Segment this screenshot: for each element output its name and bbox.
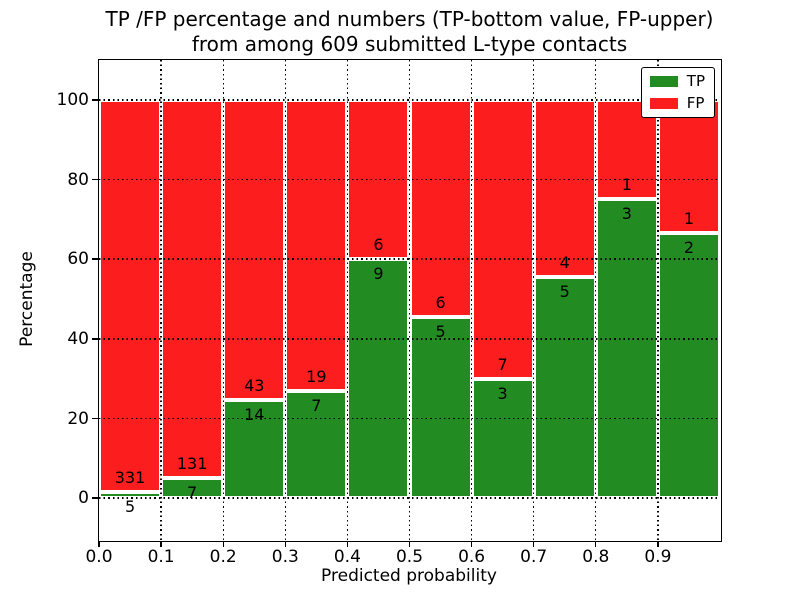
x-tick-label: 0.4 — [333, 547, 361, 567]
x-tick-mark — [98, 541, 100, 547]
y-tick-label: 0 — [78, 488, 89, 509]
bar-segment-fp — [99, 99, 162, 493]
legend-label-tp: TP — [686, 72, 705, 90]
fp-count-label: 1 — [683, 208, 695, 228]
horizontal-gridline — [99, 99, 720, 101]
bar-segment-tp — [161, 477, 224, 499]
bar-segment-fp — [657, 99, 720, 233]
fp-count-label: 331 — [114, 468, 146, 488]
bar-segment-tp — [347, 259, 410, 499]
x-tick-label: 0.8 — [582, 547, 610, 567]
bar-segment-fp — [285, 99, 348, 391]
fp-count-label: 43 — [244, 376, 265, 396]
tp-count-label: 9 — [373, 264, 384, 284]
y-tick-label: 60 — [67, 249, 89, 270]
bar-segment-tp — [285, 390, 348, 499]
y-tick-mark — [92, 178, 98, 181]
y-tick-mark — [92, 497, 98, 499]
vertical-gridline — [222, 60, 224, 540]
fp-count-label: 4 — [559, 252, 570, 272]
horizontal-gridline — [99, 497, 720, 499]
horizontal-gridline — [99, 417, 720, 420]
x-tick-label: 0.5 — [395, 547, 424, 567]
vertical-gridline — [160, 60, 162, 540]
x-tick-label: 0.2 — [209, 547, 237, 567]
bar-segment-tp — [99, 492, 162, 499]
y-tick-mark — [92, 99, 98, 101]
x-tick-label: 0.7 — [520, 547, 548, 567]
legend-label-fp: FP — [686, 94, 705, 112]
vertical-gridline — [408, 60, 411, 540]
bar-segment-fp — [161, 99, 224, 478]
bar-segment-tp — [595, 199, 658, 499]
x-tick-label: 0.0 — [85, 547, 113, 567]
y-tick-label: 100 — [56, 89, 89, 110]
tp-count-label: 5 — [124, 497, 136, 517]
tp-count-label: 5 — [559, 281, 570, 301]
tp-count-label: 2 — [683, 237, 695, 257]
x-tick-mark — [533, 541, 535, 547]
x-tick-mark — [408, 541, 411, 547]
vertical-gridline — [595, 60, 597, 540]
fp-count-label: 1 — [621, 175, 632, 195]
bar-segment-tp — [657, 232, 720, 499]
bar-segment-tp — [409, 317, 472, 499]
y-tick-mark — [92, 258, 98, 260]
x-tick-label: 0.6 — [458, 547, 486, 567]
vertical-gridline — [284, 60, 286, 540]
bar-segment-tp — [533, 276, 596, 499]
horizontal-gridline — [99, 178, 720, 181]
horizontal-gridline — [99, 338, 720, 340]
legend-swatch-tp — [649, 76, 678, 87]
x-tick-mark — [222, 541, 224, 547]
fp-count-label: 7 — [497, 354, 508, 374]
bar-segment-fp — [223, 99, 286, 401]
x-tick-label: 0.3 — [271, 547, 299, 567]
bar-segment-fp — [409, 99, 472, 318]
x-tick-mark — [657, 541, 659, 547]
bar-segment-tp — [471, 378, 534, 499]
legend-row: TP — [649, 72, 705, 90]
y-tick-label: 20 — [67, 408, 89, 429]
bar-segment-tp — [223, 400, 286, 499]
x-tick-label: 0.9 — [644, 547, 672, 567]
legend-swatch-fp — [649, 98, 678, 109]
vertical-gridline — [657, 60, 659, 540]
x-axis-label: Predicted probability — [321, 566, 497, 586]
tp-count-label: 5 — [435, 322, 446, 342]
y-tick-mark — [92, 338, 98, 340]
vertical-gridline — [470, 60, 473, 540]
tp-count-label: 3 — [621, 204, 632, 224]
x-tick-mark — [284, 541, 286, 547]
legend: TP FP — [640, 67, 715, 118]
x-tick-mark — [346, 541, 349, 547]
chart-title-line2: from among 609 submitted L-type contacts — [191, 32, 628, 56]
tp-count-label: 14 — [244, 405, 265, 425]
x-tick-mark — [160, 541, 162, 547]
y-tick-mark — [92, 417, 98, 420]
vertical-gridline — [346, 60, 349, 540]
y-tick-label: 40 — [67, 328, 89, 349]
x-tick-mark — [470, 541, 473, 547]
bar-segment-fp — [471, 99, 534, 379]
y-tick-label: 80 — [67, 169, 89, 190]
tp-count-label: 3 — [497, 383, 508, 403]
plot-area: TP FP 331 5 131 7 43 14 19 7 6 9 6 5 7 3 4 5 1 3 1 2 0.0 0.1 0.… — [57, 58, 722, 567]
horizontal-gridline — [99, 258, 720, 260]
fp-count-label: 6 — [373, 235, 384, 255]
tp-count-label: 7 — [187, 482, 198, 502]
chart-title: TP /FP percentage and numbers (TP-bottom… — [99, 7, 720, 57]
legend-row: FP — [649, 94, 705, 112]
fp-count-label: 131 — [176, 453, 208, 473]
fp-count-label: 19 — [306, 366, 327, 386]
chart-title-line1: TP /FP percentage and numbers (TP-bottom… — [105, 7, 714, 31]
fp-count-label: 6 — [435, 293, 446, 313]
vertical-gridline — [533, 60, 535, 540]
x-tick-mark — [595, 541, 597, 547]
tp-count-label: 7 — [311, 395, 322, 415]
x-tick-label: 0.1 — [147, 547, 175, 567]
bar-segment-fp — [533, 99, 596, 277]
